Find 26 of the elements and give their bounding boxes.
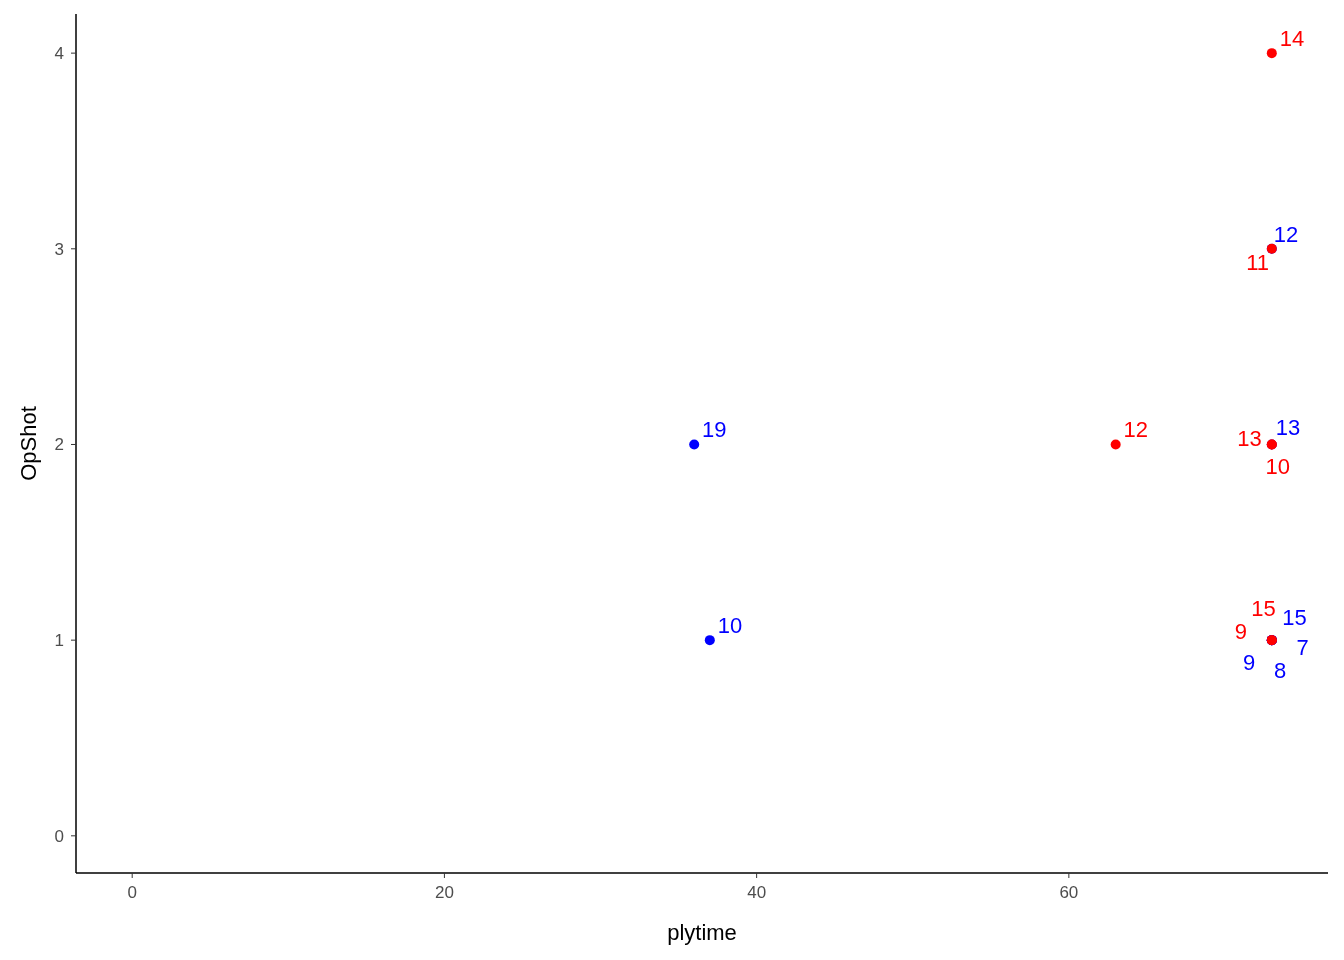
annotation: 11	[1246, 249, 1270, 275]
x-axis-title: plytime	[667, 920, 737, 945]
annotation: 9	[1234, 618, 1248, 644]
annotation: 7	[1296, 635, 1309, 661]
y-tick-label: 4	[54, 44, 64, 64]
annotation: 19	[702, 417, 727, 443]
x-tick-label: 20	[434, 883, 454, 902]
annotation: 10	[1265, 453, 1290, 479]
x-tick-label: 0	[127, 883, 137, 902]
annotation: 9	[1243, 649, 1256, 675]
annotation: 10	[717, 613, 743, 639]
annotation: 15	[1251, 596, 1276, 622]
y-tick-label: 3	[54, 239, 64, 259]
x-tick-label: 40	[747, 883, 767, 902]
annotation: 14	[1279, 25, 1305, 51]
y-tick-label: 1	[54, 631, 64, 651]
x-tick-label: 60	[1059, 883, 1079, 902]
annotation: 12	[1123, 417, 1149, 443]
annotation: 8	[1273, 658, 1287, 684]
annotation: 13	[1237, 425, 1262, 451]
annotation: 13	[1275, 415, 1301, 441]
y-tick-label: 0	[54, 826, 64, 846]
annotation: 15	[1282, 604, 1307, 630]
annotation: 12	[1273, 221, 1299, 247]
y-axis-title: OpShot	[16, 406, 41, 481]
y-tick-label: 2	[54, 435, 64, 455]
